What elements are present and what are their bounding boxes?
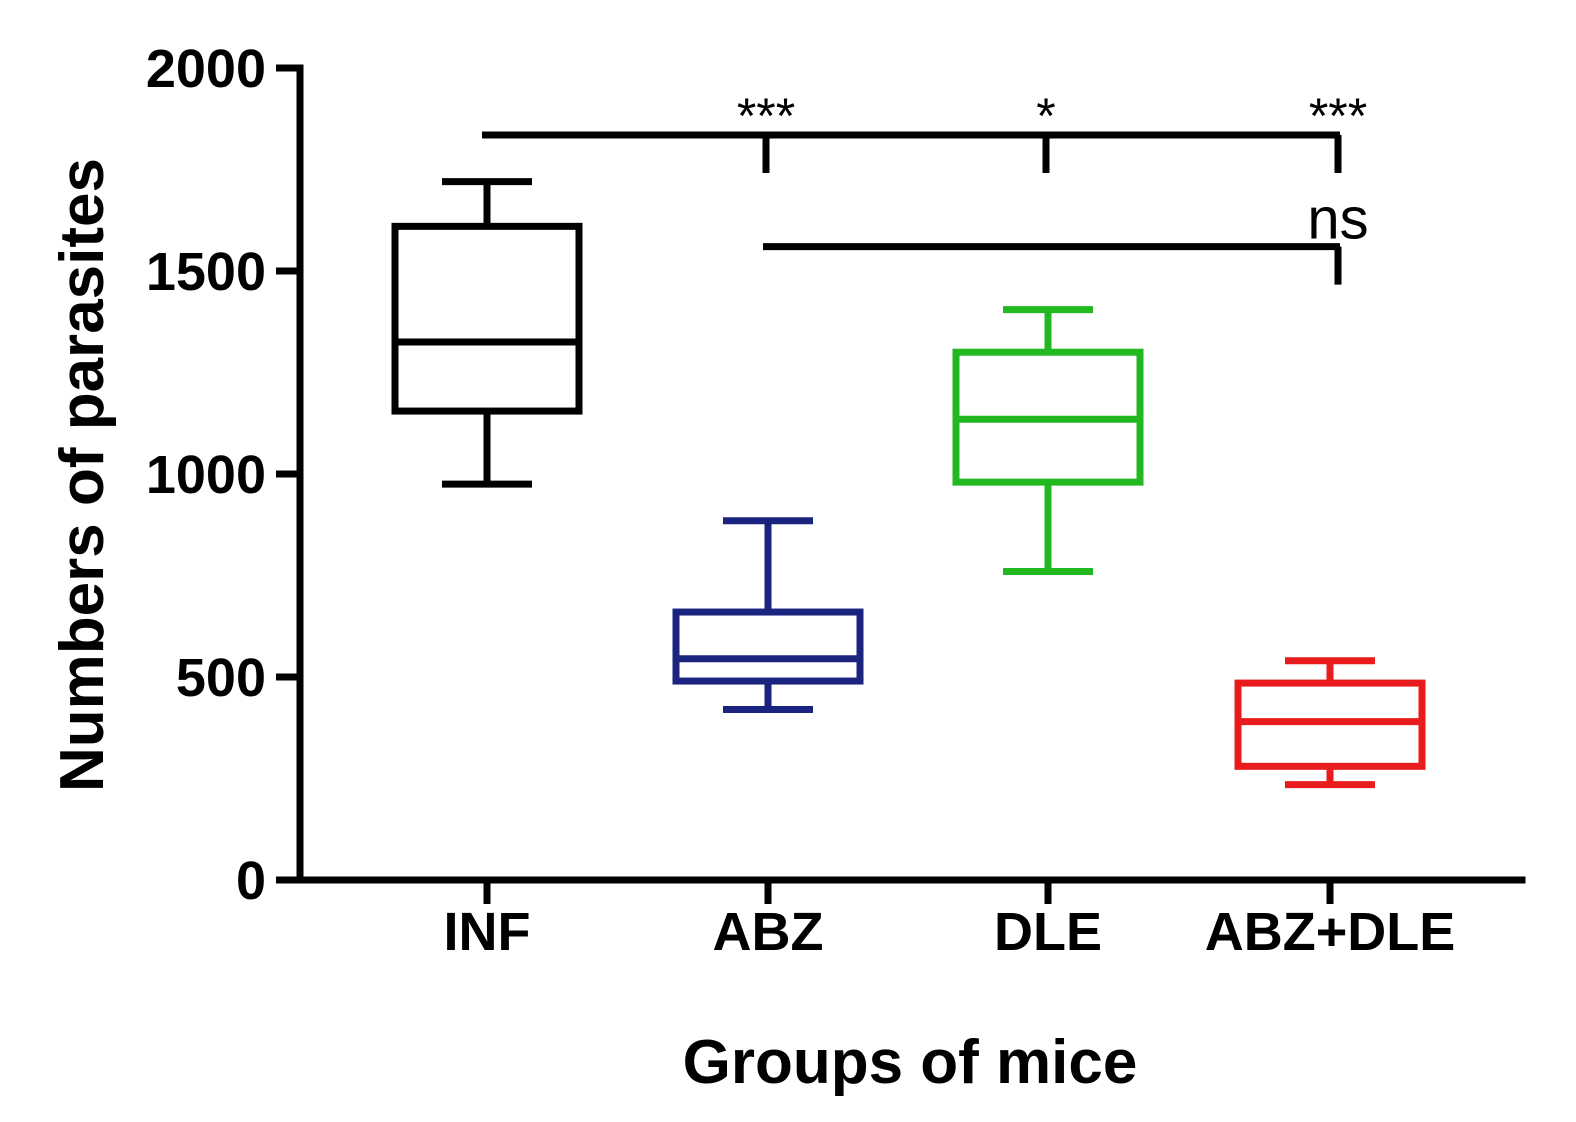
x-axis-ticks: INF ABZ DLE ABZ+DLE	[444, 880, 1456, 962]
y-tick-label: 500	[176, 648, 266, 708]
box-iqr-rect	[391, 222, 583, 415]
x-axis-title: Groups of mice	[683, 1028, 1138, 1097]
box-series	[391, 178, 1426, 789]
box-abz-dle	[1234, 657, 1426, 789]
significance-label: ***	[1309, 88, 1367, 144]
y-tick-label: 1000	[146, 445, 266, 505]
x-tick-label: INF	[444, 902, 531, 962]
bracket-2: ns	[763, 187, 1369, 285]
y-tick-label: 0	[236, 851, 266, 911]
significance-label: ***	[737, 88, 795, 144]
box-abz	[672, 517, 864, 713]
significance-label: *	[1036, 88, 1055, 144]
x-tick-label: ABZ	[713, 902, 824, 962]
box-iqr-rect	[672, 608, 864, 685]
x-tick-label: DLE	[994, 902, 1102, 962]
box-dle	[952, 306, 1144, 575]
box-inf	[391, 178, 583, 488]
bracket-1: *** * ***	[482, 88, 1367, 173]
y-tick-label: 1500	[146, 242, 266, 302]
x-tick-label: ABZ+DLE	[1205, 902, 1456, 962]
y-axis-title: Numbers of parasites	[48, 158, 117, 792]
significance-brackets: *** * ***ns	[482, 88, 1369, 285]
y-tick-label: 2000	[146, 39, 266, 99]
significance-label: ns	[1307, 187, 1368, 252]
y-axis-ticks: 0 500 1000 1500 2000	[146, 39, 300, 911]
